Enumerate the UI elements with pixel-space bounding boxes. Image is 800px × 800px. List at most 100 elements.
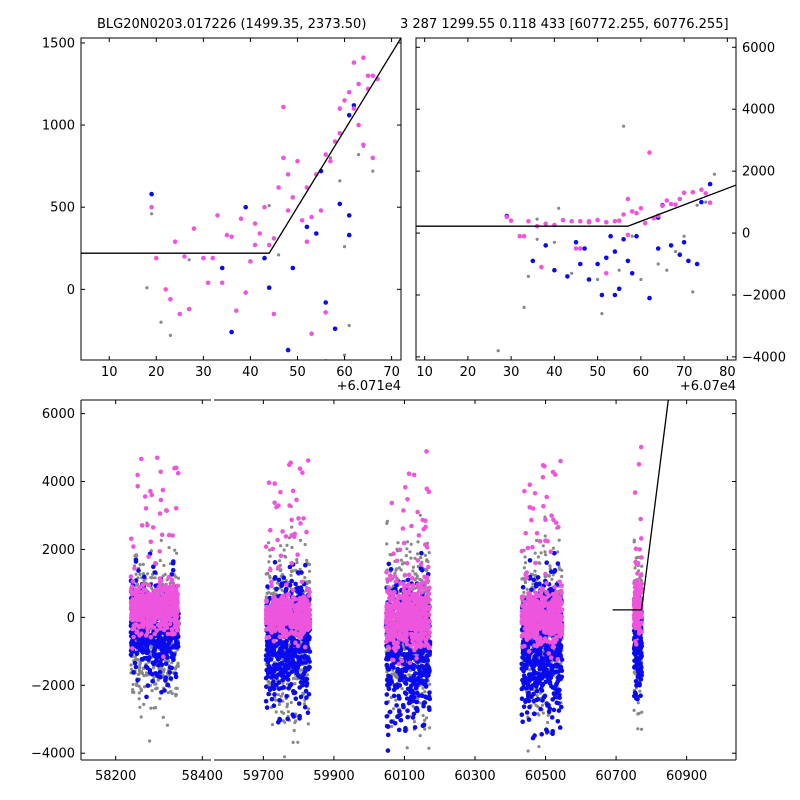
- data-point-pink: [175, 628, 180, 633]
- data-point-blue: [175, 641, 181, 646]
- data-point-blue: [400, 673, 405, 679]
- data-point-pink: [389, 500, 395, 506]
- data-point-gray: [357, 153, 361, 157]
- data-point-pink: [424, 449, 429, 454]
- data-point-blue: [402, 680, 408, 685]
- data-point-gray: [408, 550, 412, 554]
- data-point-gray: [149, 706, 153, 710]
- data-point-gray: [168, 333, 172, 337]
- data-point-blue: [169, 572, 175, 577]
- data-point-pink: [137, 600, 142, 605]
- data-point-pink: [154, 455, 160, 461]
- data-point-pink: [269, 579, 274, 585]
- data-point-pink: [145, 614, 151, 619]
- data-point-blue: [655, 246, 661, 251]
- data-point-gray: [274, 698, 278, 702]
- data-point-pink: [139, 456, 144, 462]
- data-point-blue: [299, 570, 304, 575]
- data-point-blue: [612, 292, 618, 298]
- points-bottom-segment-0: [128, 455, 181, 743]
- data-point-pink: [182, 254, 187, 259]
- data-point-gray: [137, 684, 141, 688]
- data-point-pink: [290, 603, 295, 609]
- data-point-blue: [144, 650, 150, 656]
- data-point-gray: [401, 562, 405, 566]
- data-point-blue: [263, 698, 269, 704]
- data-point-gray: [267, 541, 271, 545]
- data-point-pink: [133, 622, 139, 627]
- data-point-gray: [131, 688, 135, 692]
- data-point-blue: [612, 249, 618, 254]
- data-point-blue: [289, 644, 295, 649]
- data-point-blue: [139, 656, 145, 662]
- data-point-pink: [306, 603, 312, 608]
- data-point-gray: [400, 687, 404, 691]
- data-point-pink: [269, 583, 274, 589]
- data-point-pink: [131, 609, 137, 614]
- data-point-pink: [174, 605, 180, 610]
- data-point-blue: [156, 663, 161, 668]
- data-point-blue: [289, 669, 295, 674]
- data-point-gray: [423, 718, 427, 723]
- data-point-pink: [160, 487, 166, 493]
- data-point-pink: [427, 597, 432, 602]
- data-point-pink: [163, 612, 168, 618]
- data-point-pink: [647, 150, 652, 155]
- data-point-pink: [140, 606, 145, 611]
- data-point-blue: [275, 672, 281, 678]
- data-point-blue: [284, 693, 289, 699]
- data-point-blue: [291, 714, 297, 719]
- data-point-pink: [306, 608, 312, 613]
- data-point-pink: [409, 523, 414, 529]
- data-point-gray: [138, 572, 142, 577]
- data-point-gray: [267, 204, 271, 208]
- data-point-pink: [130, 646, 135, 651]
- data-point-pink: [219, 280, 225, 286]
- data-point-blue: [385, 748, 391, 753]
- data-point-pink: [143, 633, 149, 638]
- data-point-blue: [158, 630, 163, 635]
- data-point-pink: [318, 208, 324, 213]
- data-point-pink: [172, 239, 178, 244]
- y-tick-label: 0: [67, 283, 75, 298]
- data-point-blue: [170, 561, 176, 566]
- data-point-blue: [279, 645, 285, 650]
- data-point-blue: [402, 690, 408, 695]
- data-point-pink: [257, 231, 263, 236]
- data-point-gray: [175, 665, 179, 669]
- data-point-gray: [139, 715, 143, 719]
- data-point-gray: [292, 676, 296, 681]
- data-point-pink: [274, 607, 279, 613]
- data-point-blue: [169, 665, 174, 671]
- data-point-blue: [132, 641, 138, 647]
- y-tick-label: 1000: [42, 119, 75, 134]
- data-point-blue: [276, 655, 282, 661]
- data-point-pink: [306, 593, 312, 598]
- x-tick-label: 40: [546, 365, 563, 380]
- data-point-blue: [267, 642, 273, 648]
- data-point-blue: [286, 686, 292, 691]
- data-point-blue: [296, 660, 302, 665]
- data-point-gray: [149, 549, 153, 553]
- data-point-gray: [138, 663, 142, 667]
- data-point-pink: [278, 489, 283, 495]
- data-point-blue: [416, 675, 421, 681]
- data-point-blue: [351, 103, 357, 108]
- data-point-pink: [578, 246, 583, 251]
- data-point-gray: [303, 702, 307, 706]
- data-point-gray: [404, 554, 408, 558]
- data-point-blue: [625, 258, 631, 264]
- data-point-gray: [161, 574, 165, 578]
- data-point-pink: [210, 255, 216, 261]
- data-point-pink: [157, 605, 163, 610]
- data-point-blue: [171, 655, 176, 660]
- data-point-gray: [388, 553, 392, 557]
- data-point-pink: [264, 608, 269, 614]
- data-point-pink: [681, 190, 687, 196]
- data-point-pink: [351, 106, 357, 111]
- data-point-blue: [389, 719, 394, 724]
- data-point-pink: [272, 481, 278, 486]
- data-point-blue: [391, 693, 397, 699]
- data-point-blue: [427, 696, 433, 702]
- data-point-blue: [299, 644, 305, 649]
